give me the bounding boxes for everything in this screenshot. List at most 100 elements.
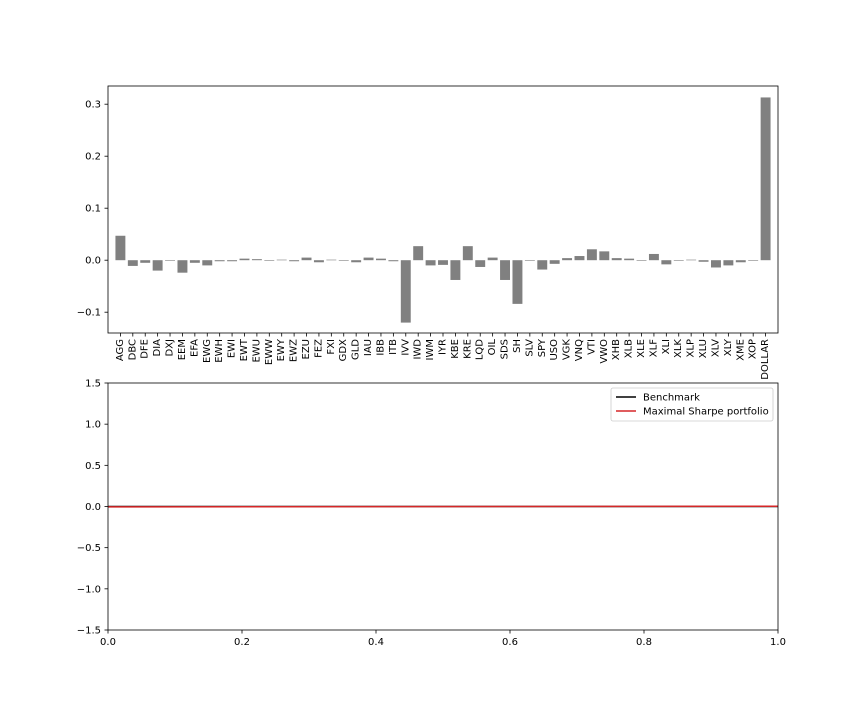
- bar-xlk: [673, 260, 684, 261]
- x-tick-label-iau: IAU: [363, 339, 374, 356]
- bar-kbe: [450, 260, 461, 280]
- x-tick-label-vwo: VWO: [599, 339, 610, 364]
- y-tick-label: 0.1: [85, 204, 101, 215]
- bar-xlp: [686, 259, 697, 261]
- bar-xli: [661, 260, 672, 265]
- bar-xlf: [648, 253, 659, 261]
- bar-dia: [152, 260, 163, 271]
- x-tick-label-xlv: XLV: [710, 339, 721, 357]
- bar-efa: [189, 260, 200, 263]
- y-tick-label: 0.0: [85, 256, 101, 267]
- bar-ezu: [301, 257, 312, 261]
- x-tick-label-dia: DIA: [152, 339, 163, 357]
- bar-lqd: [475, 260, 486, 267]
- bar-xme: [735, 260, 746, 263]
- x-tick-label-vnq: VNQ: [574, 339, 585, 361]
- weights-bar-chart: 0.30.20.10.0−0.1 AGG DBC DFE DIA DXJ EEM EFA EW…: [77, 85, 779, 380]
- bar-vgk: [562, 258, 573, 261]
- x-tick-label-xop: XOP: [748, 339, 759, 359]
- x-tick-label: 0.4: [368, 637, 384, 648]
- bar-iwm: [425, 260, 436, 266]
- bar-fxi: [326, 259, 337, 261]
- bar-dollar: [760, 97, 771, 261]
- bar-ivv: [400, 260, 411, 323]
- x-tick-label-iyr: IYR: [438, 339, 449, 355]
- y-tick-label: 0.2: [85, 152, 101, 163]
- y-tick-label: −1.0: [77, 584, 101, 595]
- bar-xlb: [624, 258, 635, 261]
- bar-xly: [723, 260, 734, 266]
- legend-label-benchmark: Benchmark: [643, 393, 700, 404]
- weights-x-axis: AGG DBC DFE DIA DXJ EEM EFA EWG EWH EWI EWT EWU EWW E…: [115, 333, 771, 380]
- x-tick-label-agg: AGG: [115, 339, 126, 361]
- bar-kre: [462, 246, 473, 261]
- x-tick-label-ewu: EWU: [251, 339, 262, 363]
- x-tick-label-kbe: KBE: [450, 339, 461, 359]
- x-tick-label-ezu: EZU: [301, 339, 312, 360]
- bar-vwo: [599, 251, 610, 261]
- y-tick-label: 1.5: [85, 379, 101, 390]
- x-tick-label-xle: XLE: [636, 339, 647, 358]
- y-tick-label: −0.1: [77, 308, 101, 319]
- legend-box: [610, 387, 774, 422]
- bar-xlu: [698, 260, 709, 262]
- x-tick-label-ewy: EWY: [276, 338, 287, 361]
- x-tick-label-vgk: VGK: [562, 339, 573, 361]
- x-tick-label-xli: XLI: [661, 339, 672, 354]
- weights-y-axis: 0.3 0.2 0.1 0.0 −0.1: [77, 100, 108, 319]
- x-tick-label-slv: SLV: [524, 339, 535, 357]
- bar-gld: [351, 260, 362, 263]
- x-tick-label-dxj: DXJ: [165, 339, 176, 357]
- x-tick-label-xlu: XLU: [698, 339, 709, 358]
- weights-bars: [115, 97, 771, 323]
- x-tick-label-ibb: IBB: [375, 339, 386, 356]
- performance-legend: Benchmark Maximal Sharpe portfolio: [610, 387, 774, 422]
- performance-plot-frame: [107, 382, 779, 631]
- x-tick-label-vti: VTI: [586, 339, 597, 355]
- x-tick-label-itb: ITB: [388, 339, 399, 355]
- x-tick-label-xlb: XLB: [624, 339, 635, 358]
- legend-label-maximal-sharpe: Maximal Sharpe portfolio: [643, 407, 769, 418]
- bar-xhb: [611, 258, 622, 261]
- x-tick-label-ewz: EWZ: [289, 339, 300, 362]
- x-tick-label-gld: GLD: [351, 339, 362, 360]
- x-tick-label-gdx: GDX: [338, 339, 349, 361]
- y-tick-label: 0.5: [85, 461, 101, 472]
- x-tick-label-xhb: XHB: [611, 339, 622, 360]
- bar-itb: [388, 260, 399, 262]
- x-tick-label-iwm: IWM: [425, 339, 436, 360]
- x-tick-label-xlp: XLP: [686, 339, 697, 357]
- bar-xlv: [711, 260, 721, 268]
- bar-sh: [512, 260, 523, 304]
- x-tick-label-fxi: FXI: [326, 339, 337, 355]
- x-tick-label-spy: SPY: [537, 338, 548, 357]
- y-tick-label: −0.5: [77, 543, 101, 554]
- bar-dxj: [165, 260, 175, 261]
- x-tick-label-sh: SH: [512, 339, 523, 353]
- x-tick-label-ewh: EWH: [214, 339, 225, 363]
- y-tick-label: −1.5: [77, 626, 101, 637]
- weights-plot-frame: [107, 85, 779, 334]
- bar-eem: [177, 260, 188, 273]
- performance-x-axis: 0.0 0.2 0.4 0.6 0.8 1.0: [100, 630, 786, 648]
- bar-ewu: [251, 259, 262, 261]
- bar-fez: [313, 260, 324, 263]
- bar-iwd: [413, 246, 424, 261]
- x-tick-label-kre: KRE: [462, 339, 473, 359]
- x-tick-label: 0.6: [502, 637, 518, 648]
- bar-ewg: [202, 260, 213, 266]
- bar-iyr: [438, 260, 448, 265]
- bar-xle: [636, 260, 647, 261]
- x-tick-label-uso: USO: [549, 339, 560, 361]
- x-tick-label-efa: EFA: [189, 339, 200, 357]
- bar-vti: [586, 249, 597, 261]
- x-tick-label-eem: EEM: [177, 339, 188, 360]
- x-tick-label-xly: XLY: [723, 338, 734, 356]
- x-tick-label-dfe: DFE: [140, 339, 151, 359]
- x-tick-label-fez: FEZ: [313, 339, 324, 358]
- y-tick-label: 1.0: [85, 420, 101, 431]
- performance-lines: [107, 505, 779, 508]
- x-tick-label-ewg: EWG: [202, 339, 213, 363]
- x-tick-label-sds: SDS: [500, 339, 511, 359]
